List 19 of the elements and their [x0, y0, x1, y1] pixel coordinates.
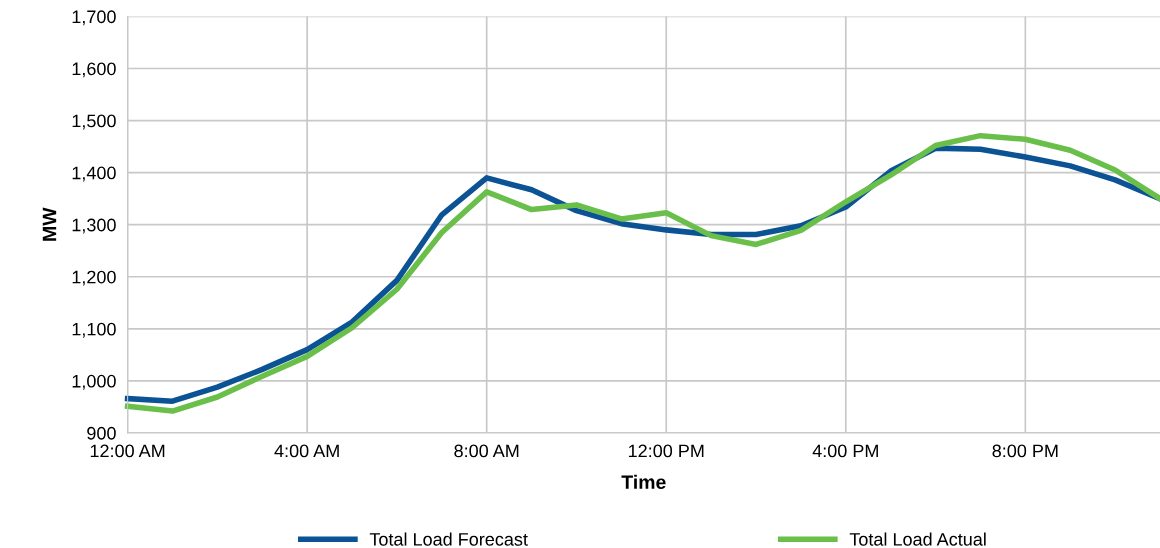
y-tick-label: 1,000 [72, 374, 116, 390]
y-tick-label: 1,500 [72, 114, 116, 130]
x-tick-label: 12:00 PM [628, 444, 704, 458]
y-tick-label: 900 [87, 426, 116, 440]
y-tick-label: 1,300 [72, 218, 116, 234]
y-tick-label: 1,200 [72, 270, 116, 286]
x-tick-label: 8:00 AM [454, 444, 519, 458]
x-tick-label: 8:00 PM [992, 444, 1058, 458]
y-tick-label: 1,400 [72, 166, 116, 182]
y-tick-label: 1,600 [72, 62, 116, 78]
x-tick-label: 4:00 PM [812, 444, 878, 458]
x-tick-label: 12:00 AM [90, 444, 165, 458]
y-tick-label: 1,100 [72, 322, 116, 338]
legend-label: Total Load Actual [849, 532, 986, 546]
y-tick-label: 1,700 [72, 10, 116, 26]
x-tick-label: 4:00 AM [274, 444, 339, 458]
legend-label: Total Load Forecast [369, 532, 528, 546]
x-axis-title: Time [621, 474, 666, 490]
y-axis-title: MW [42, 207, 57, 241]
